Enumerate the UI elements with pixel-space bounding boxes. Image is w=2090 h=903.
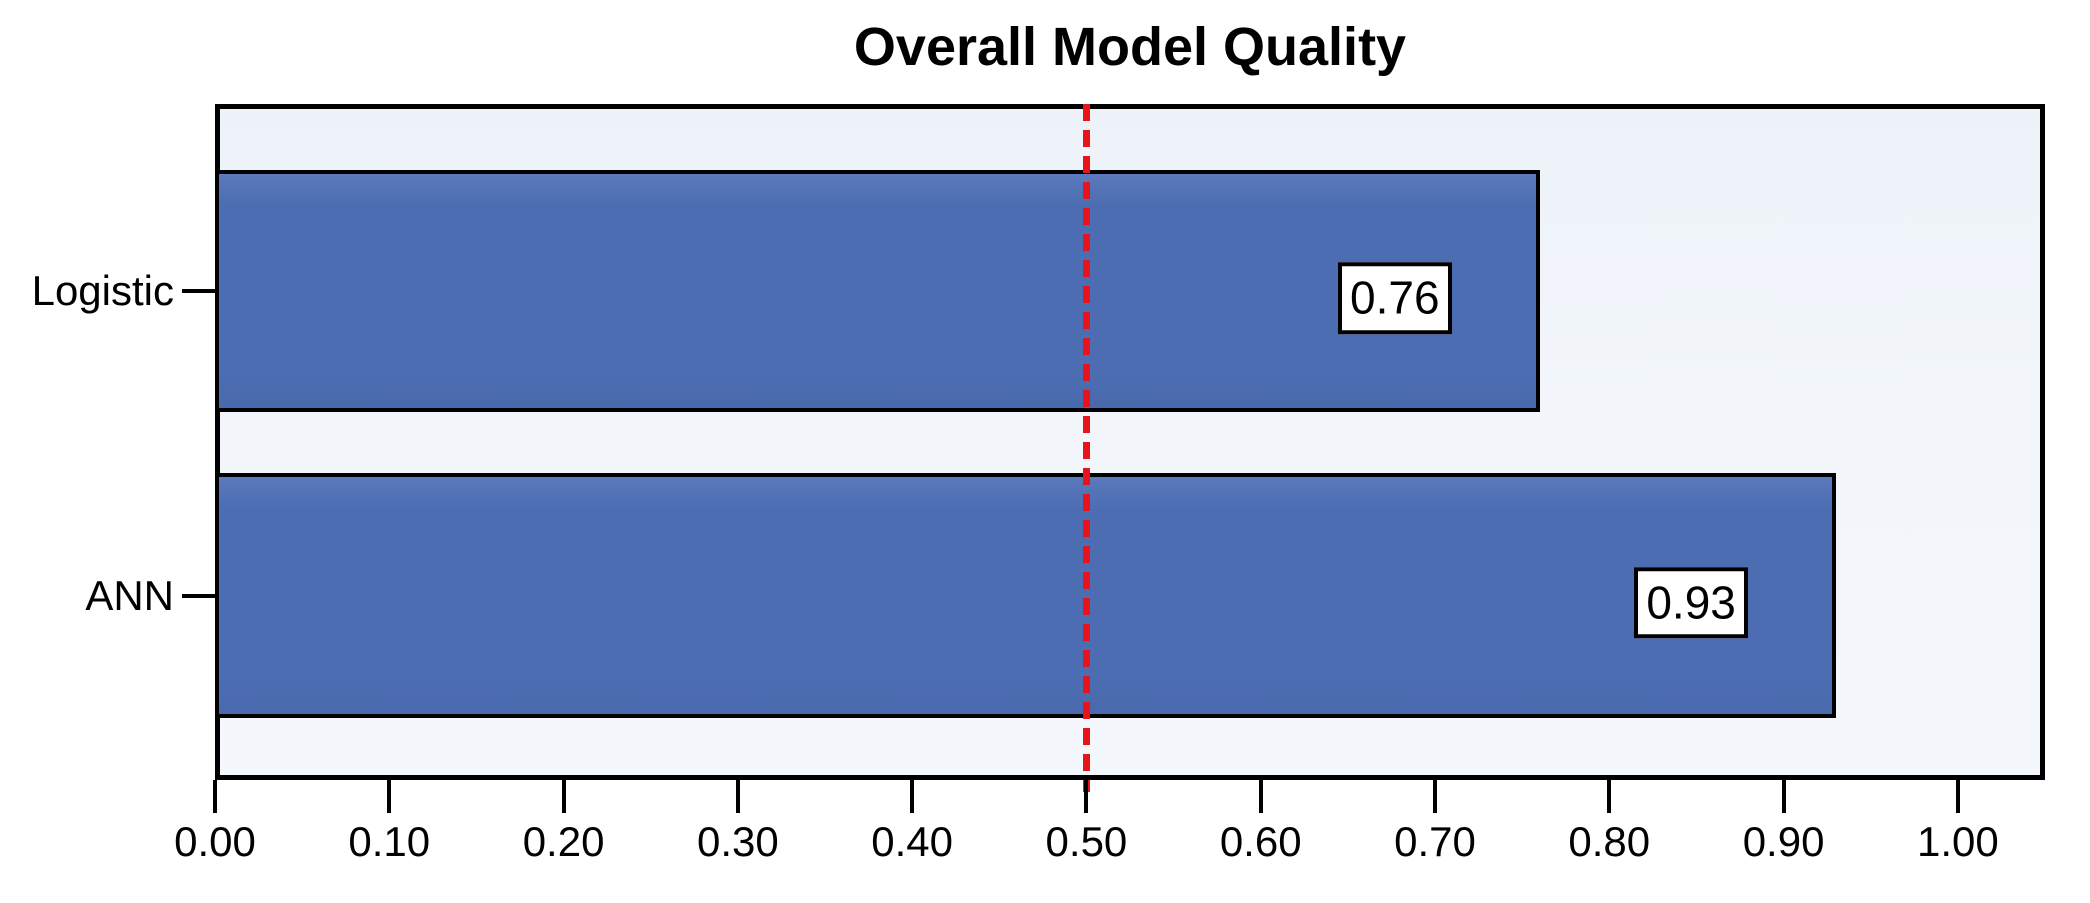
reference-line [1082, 104, 1090, 792]
x-axis-label-0.40: 0.40 [871, 818, 954, 865]
value-label-logistic: 0.76 [1338, 262, 1452, 334]
x-axis-tick-0.10 [387, 780, 392, 813]
y-axis-tick-ann [182, 593, 215, 598]
x-axis-label-0.00: 0.00 [174, 818, 256, 865]
x-axis-label-0.80: 0.80 [1568, 818, 1651, 865]
y-axis-tick-logistic [182, 289, 215, 293]
x-axis-label-0.60: 0.60 [1219, 818, 1302, 865]
value-label-ann: 0.93 [1634, 566, 1748, 639]
x-axis-tick-0.00 [213, 780, 217, 813]
x-axis-tick-1.00 [1955, 780, 1960, 813]
x-axis-tick-0.80 [1607, 780, 1612, 813]
x-axis-label-0.10: 0.10 [348, 818, 431, 865]
x-axis-tick-0.90 [1781, 780, 1786, 813]
x-axis-label-0.20: 0.20 [522, 818, 605, 865]
category-label-ann: ANN [85, 571, 174, 619]
x-axis-label-1.00: 1.00 [1916, 818, 1999, 865]
bar-ann [215, 473, 1836, 718]
x-axis-tick-0.30 [735, 780, 740, 813]
x-axis-tick-0.40 [910, 780, 915, 813]
x-axis-label-0.50: 0.50 [1045, 818, 1128, 865]
category-label-logistic: Logistic [31, 267, 174, 314]
x-axis-tick-0.50 [1084, 780, 1089, 813]
x-axis-tick-0.20 [561, 780, 566, 813]
x-axis-label-0.30: 0.30 [696, 818, 779, 865]
bar-logistic [215, 170, 1540, 412]
x-axis-label-0.70: 0.70 [1394, 818, 1476, 865]
chart-title: Overall Model Quality [853, 17, 1407, 77]
x-axis-tick-0.70 [1433, 780, 1437, 813]
x-axis-label-0.90: 0.90 [1742, 818, 1825, 865]
x-axis-tick-0.60 [1258, 780, 1263, 813]
